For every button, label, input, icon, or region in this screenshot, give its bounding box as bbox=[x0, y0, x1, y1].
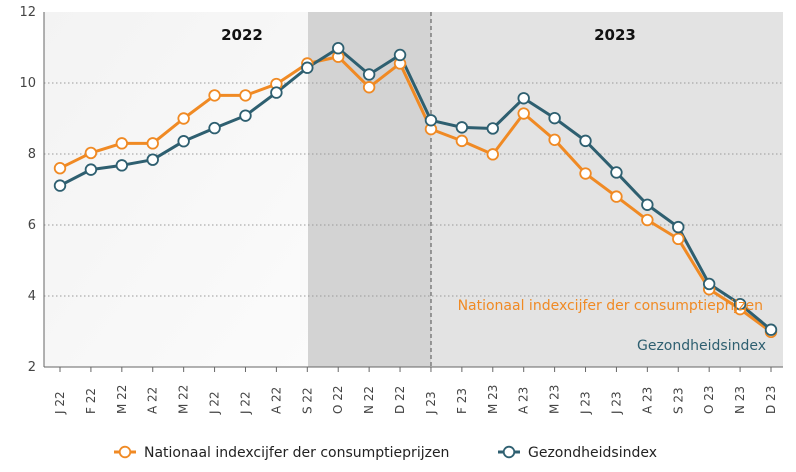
series-1-point bbox=[362, 81, 376, 94]
x-tick-label: M 22 bbox=[115, 385, 129, 414]
band-2022-h2 bbox=[308, 12, 431, 367]
legend-label-1: Nationaal indexcijfer der consumptieprij… bbox=[144, 445, 449, 461]
x-tick-label: J 22 bbox=[238, 391, 252, 415]
y-tick-label: 6 bbox=[28, 218, 36, 233]
y-tick-label: 4 bbox=[28, 289, 36, 304]
series-2-point bbox=[764, 323, 778, 336]
series-1-point bbox=[517, 107, 530, 120]
series-1-point bbox=[672, 232, 685, 246]
x-tick-label: F 22 bbox=[84, 388, 98, 414]
x-tick-label: S 23 bbox=[671, 387, 685, 414]
x-tick-label: N 22 bbox=[362, 386, 376, 414]
series-2-point bbox=[610, 166, 623, 179]
series-2-point bbox=[270, 86, 283, 99]
x-tick-label: A 22 bbox=[269, 387, 283, 414]
series-2-point bbox=[424, 114, 438, 127]
x-tick-label: D 23 bbox=[764, 386, 778, 414]
period-label-2023: 2023 bbox=[594, 26, 636, 44]
series-1-point bbox=[455, 134, 469, 148]
series-2-point bbox=[177, 135, 190, 148]
x-tick-label: D 22 bbox=[393, 386, 407, 414]
series-1-point bbox=[610, 190, 623, 203]
series-2-point bbox=[239, 109, 252, 122]
x-tick-label: A 23 bbox=[517, 387, 531, 414]
annotation-series-1: Nationaal indexcijfer der consumptieprij… bbox=[458, 298, 763, 314]
x-tick-label: N 23 bbox=[733, 386, 747, 414]
x-tick-label: J 23 bbox=[424, 391, 438, 415]
x-tick-label: M 23 bbox=[486, 385, 500, 414]
legend-label-2: Gezondheidsindex bbox=[528, 445, 657, 461]
series-2-point bbox=[393, 48, 407, 62]
series-1-point bbox=[84, 146, 98, 160]
series-2-point bbox=[115, 159, 129, 172]
series-2-point bbox=[486, 122, 499, 135]
x-tick-label: M 22 bbox=[177, 385, 191, 414]
series-1-point bbox=[177, 112, 190, 125]
series-2-point bbox=[548, 111, 561, 125]
series-1-point bbox=[208, 89, 221, 102]
y-tick-label: 8 bbox=[28, 147, 36, 162]
x-tick-label: J 23 bbox=[609, 391, 623, 415]
series-1-point bbox=[239, 89, 252, 102]
series-1-point bbox=[115, 137, 129, 150]
x-tick-label: J 23 bbox=[579, 391, 593, 415]
series-2-point bbox=[362, 68, 376, 81]
y-tick-label: 12 bbox=[19, 5, 36, 20]
series-2-point bbox=[517, 92, 530, 105]
series-2-point bbox=[208, 121, 221, 135]
y-tick-label: 2 bbox=[28, 360, 36, 375]
x-tick-label: O 23 bbox=[702, 385, 716, 414]
period-label-2022: 2022 bbox=[221, 26, 263, 44]
x-tick-label: O 22 bbox=[331, 385, 345, 414]
annotation-series-2: Gezondheidsindex bbox=[637, 338, 766, 354]
x-tick-label: A 22 bbox=[146, 387, 160, 414]
x-tick-label: J 22 bbox=[53, 391, 67, 415]
series-2-point bbox=[455, 121, 469, 134]
legend-swatch-marker-1 bbox=[118, 445, 132, 459]
x-tick-label: J 22 bbox=[208, 391, 222, 415]
series-2-point bbox=[672, 220, 685, 234]
series-1-point bbox=[579, 167, 592, 180]
series-1-point bbox=[548, 133, 561, 147]
x-tick-label: S 22 bbox=[300, 387, 314, 414]
x-tick-label: M 23 bbox=[548, 385, 562, 414]
series-1-point bbox=[486, 148, 499, 161]
series-2-point bbox=[579, 134, 592, 148]
band-2022-h1-fade bbox=[44, 12, 308, 367]
legend-swatch-marker-2 bbox=[502, 445, 516, 459]
series-2-point bbox=[84, 163, 98, 176]
x-tick-label: A 23 bbox=[640, 387, 654, 414]
y-tick-label: 10 bbox=[19, 76, 36, 91]
series-2-point bbox=[146, 153, 159, 166]
series-2-point bbox=[733, 297, 747, 311]
series-2-point bbox=[641, 198, 654, 211]
series-1-point bbox=[641, 213, 654, 227]
series-2-point bbox=[53, 179, 67, 192]
series-1-point bbox=[53, 161, 67, 175]
x-tick-label: F 23 bbox=[455, 388, 469, 414]
series-2-point bbox=[332, 42, 345, 55]
series-2-point bbox=[301, 61, 314, 74]
series-1-point bbox=[146, 137, 159, 150]
series-2-point bbox=[702, 277, 716, 291]
